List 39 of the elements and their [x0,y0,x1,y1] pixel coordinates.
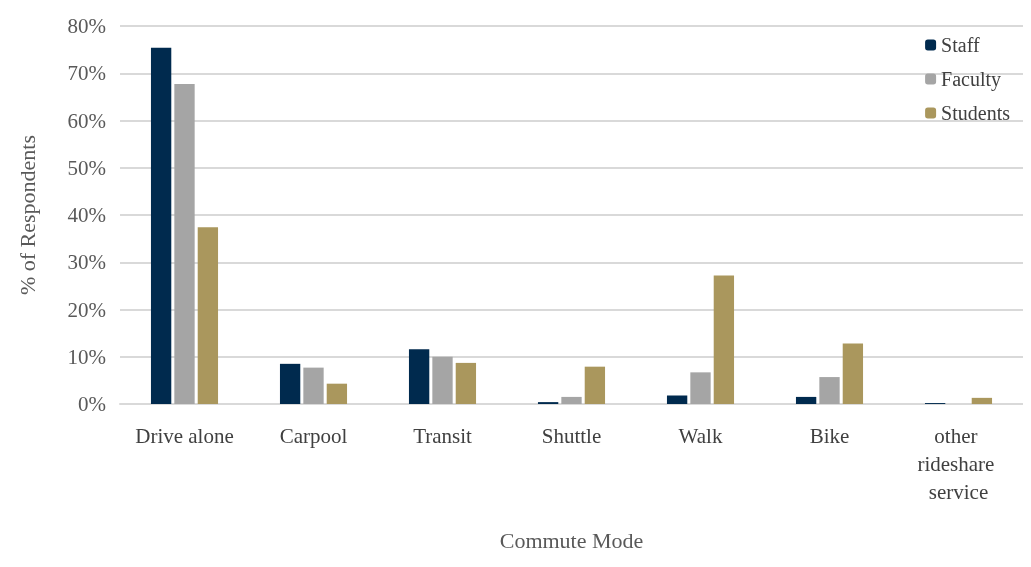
y-tick-label: 30% [67,250,106,275]
x-tick-label: Carpool [279,424,348,448]
bar [150,47,172,404]
y-tick-label: 70% [67,61,106,86]
bar [690,372,711,404]
bar [432,356,453,404]
legend-label: Students [941,102,1011,124]
y-tick-label: 0% [78,392,106,416]
bar [971,397,993,404]
bar [666,395,688,404]
bar [174,84,195,404]
bar [819,377,840,404]
bar [584,366,606,404]
y-tick-label: 10% [67,344,106,369]
bar [408,349,430,404]
bar [279,363,301,404]
x-tick-label: Drive alone [135,424,234,448]
bar [326,383,348,404]
legend-label: Staff [941,34,980,56]
y-tick-label: 20% [67,297,106,322]
y-tick-label: 50% [67,155,106,180]
x-tick-label: Transit [413,424,473,448]
x-tick-label: Walk [678,424,723,448]
x-tick-label: other rideshare service [917,424,1000,504]
x-axis-title: Commute Mode [499,527,644,553]
y-axis-title: % of Respondents [14,134,40,296]
bar [561,396,582,404]
y-tick-label: 80% [67,14,106,38]
bar [455,362,477,404]
bar [303,367,324,404]
x-tick-label: Bike [809,424,850,448]
bar [197,227,219,404]
y-tick-label: 40% [67,203,106,227]
bar [795,396,817,404]
bar [713,275,735,404]
y-tick-label: 60% [67,108,106,133]
legend-label: Faculty [941,68,1002,91]
bar [842,343,864,404]
x-tick-label: Shuttle [541,424,602,448]
